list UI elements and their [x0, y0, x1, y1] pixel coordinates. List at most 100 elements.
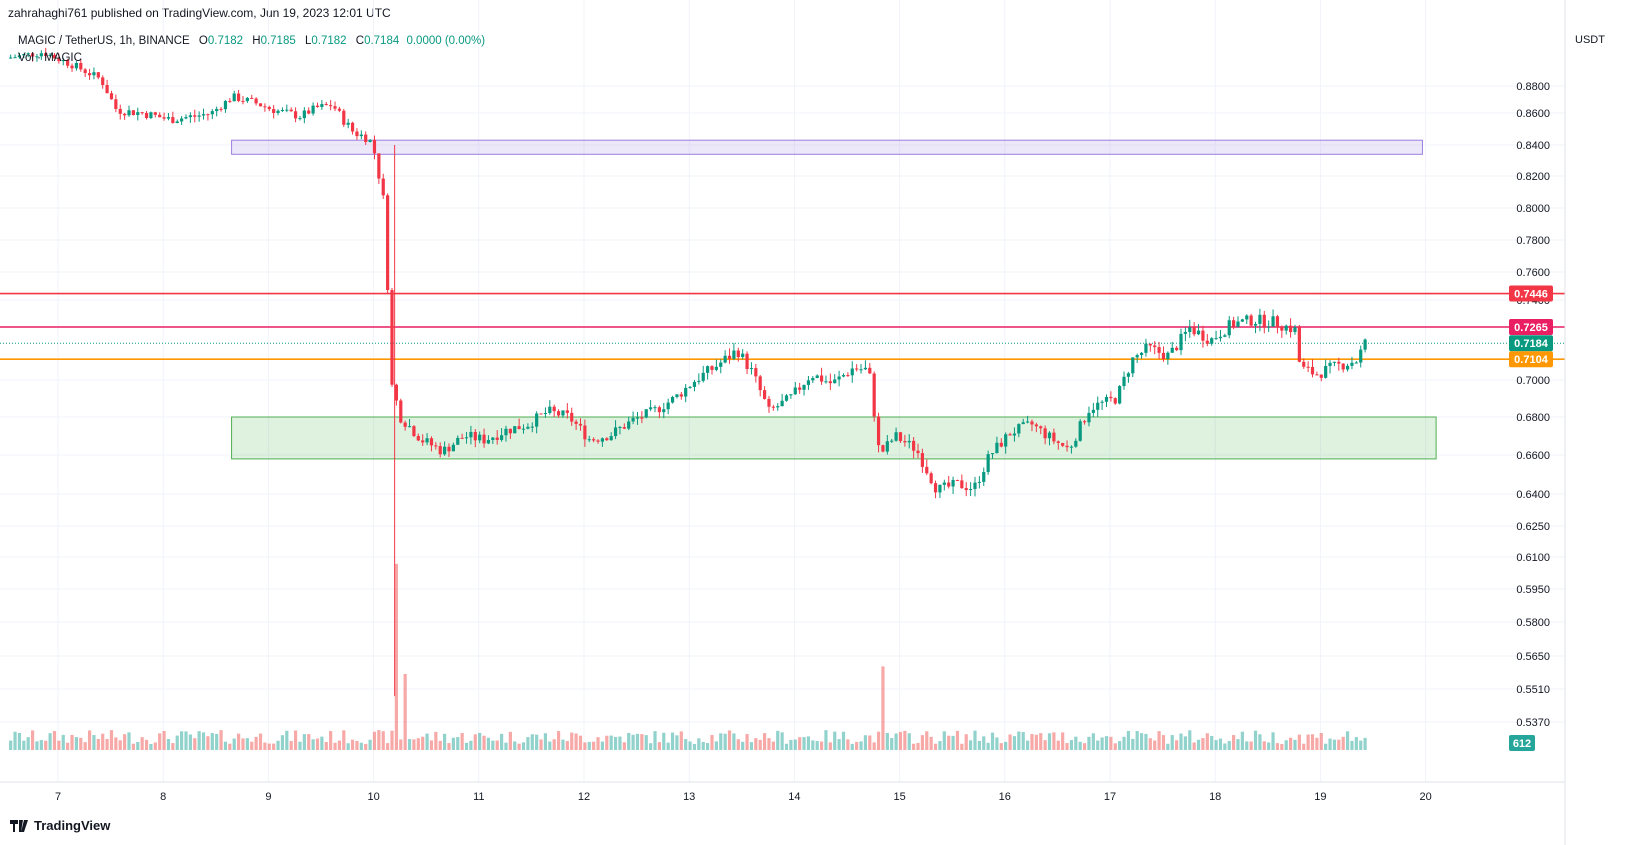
- candle-body: [1258, 314, 1262, 324]
- candle-body: [1069, 446, 1074, 448]
- volume-bar: [552, 739, 556, 750]
- volume-bar: [1118, 741, 1122, 750]
- volume-bar: [329, 731, 333, 750]
- volume-bar: [1210, 735, 1214, 750]
- candle-body: [131, 110, 135, 116]
- candle-body: [565, 410, 569, 413]
- volume-bar: [13, 731, 17, 750]
- volume-bar: [66, 742, 70, 750]
- candle-body: [1039, 426, 1043, 429]
- candle-body: [123, 113, 127, 116]
- volume-bar: [574, 733, 578, 750]
- volume-bar: [1025, 740, 1030, 750]
- candle-body: [434, 445, 438, 447]
- x-tick-label: 15: [893, 791, 905, 803]
- volume-bar: [1087, 736, 1091, 750]
- volume-bar: [79, 737, 83, 750]
- candle-body: [1012, 433, 1017, 436]
- volume-bar: [1332, 739, 1337, 750]
- price-tags: 0.7446 0.7265 0.7184 0.7104 612: [1509, 285, 1553, 751]
- candle-body: [1004, 434, 1008, 447]
- candle-body: [933, 483, 938, 493]
- candle-body: [662, 409, 666, 413]
- volume-bar: [556, 731, 561, 750]
- volume-bar: [903, 730, 907, 750]
- volume-bar: [1061, 732, 1065, 750]
- candle-body: [521, 428, 526, 430]
- candle-body: [1324, 366, 1328, 378]
- volume-bar: [714, 741, 718, 750]
- y-tick-label: 0.6600: [1516, 450, 1550, 462]
- y-tick-label: 0.6800: [1516, 412, 1550, 424]
- volume-bar: [394, 563, 398, 750]
- candle-body: [412, 426, 416, 437]
- candle-body: [1183, 331, 1187, 334]
- volume-bar: [1240, 731, 1244, 750]
- symbol-info[interactable]: MAGIC / TetherUS, 1h, BINANCE: [18, 35, 190, 47]
- candle-body: [776, 406, 780, 408]
- volume-bar: [289, 741, 293, 750]
- volume-bar: [83, 742, 87, 750]
- volume-bar: [298, 741, 302, 750]
- y-tick-label: 0.6100: [1516, 552, 1550, 564]
- volume-bar: [670, 732, 675, 750]
- candle-body: [741, 353, 745, 358]
- zone-box-1: [231, 416, 1437, 460]
- candle-body: [228, 100, 232, 102]
- candle-body: [1131, 357, 1135, 374]
- volume-bar: [223, 741, 228, 750]
- volume-bar: [499, 733, 504, 750]
- candle-body: [727, 355, 732, 359]
- x-tick-label: 19: [1314, 791, 1326, 803]
- candle-body: [583, 425, 587, 440]
- volume-bar: [241, 738, 245, 750]
- candle-body: [798, 387, 802, 390]
- candle-body: [280, 110, 285, 112]
- candle-body: [828, 381, 832, 384]
- candle-body: [1017, 424, 1021, 434]
- axis-unit-label: USDT: [1575, 34, 1605, 46]
- candle-body: [1271, 316, 1275, 327]
- candle-body: [276, 110, 280, 113]
- y-tick-label: 0.8000: [1516, 203, 1550, 215]
- volume-bar: [1082, 743, 1087, 750]
- candle-body: [850, 368, 854, 376]
- volume-bar: [1227, 741, 1231, 750]
- candle-body: [272, 109, 276, 113]
- volume-bar: [1302, 743, 1306, 750]
- volume-bar: [548, 741, 552, 750]
- candle-body: [723, 355, 727, 363]
- candle-body: [333, 106, 337, 109]
- volume-bar: [600, 741, 605, 750]
- volume-legend[interactable]: Vol · MAGIC: [18, 52, 82, 64]
- candle-body: [381, 178, 385, 196]
- candle-body: [951, 479, 955, 487]
- candle-body: [469, 431, 473, 438]
- candle-body: [92, 72, 96, 76]
- candle-body: [754, 368, 758, 377]
- volume-bar: [469, 740, 473, 750]
- candle-body: [1341, 363, 1345, 370]
- candle-body: [517, 426, 521, 430]
- tradingview-brand[interactable]: TradingView: [10, 818, 110, 833]
- candle-body: [206, 114, 210, 116]
- candle-body: [1214, 338, 1218, 340]
- candle-body: [61, 60, 65, 62]
- candle-body: [386, 195, 390, 291]
- candle-body: [627, 421, 631, 429]
- volume-bar: [293, 730, 298, 750]
- volume-bar: [105, 738, 109, 750]
- volume-bar: [1293, 739, 1297, 750]
- candle-body: [1280, 327, 1284, 331]
- candle-body: [144, 112, 149, 119]
- candle-body: [79, 62, 83, 70]
- candle-body: [697, 380, 701, 382]
- volume-bar: [885, 732, 889, 750]
- candle-body: [438, 446, 442, 455]
- candle-body: [618, 427, 622, 429]
- volume-bar: [815, 741, 819, 750]
- volume-bar: [1359, 740, 1363, 750]
- volume-bar: [1078, 741, 1082, 750]
- candle-body: [1061, 442, 1065, 446]
